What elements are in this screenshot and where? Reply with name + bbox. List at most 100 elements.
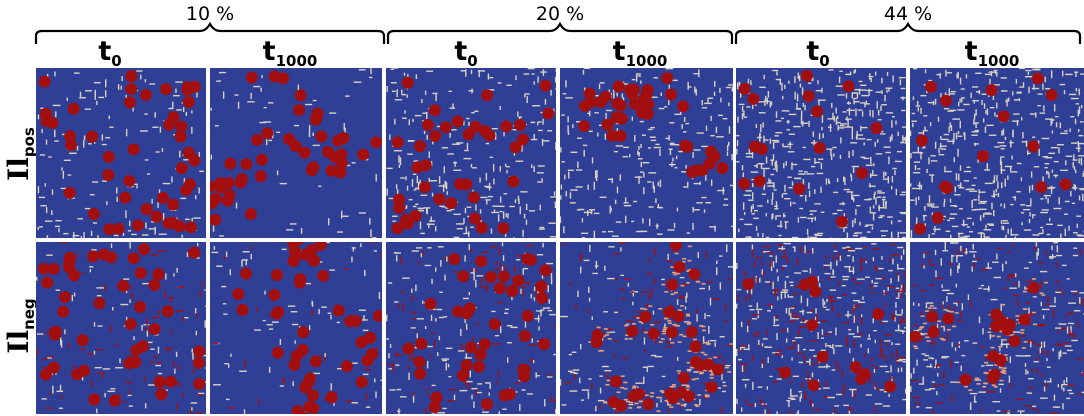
- particle-mark: [705, 381, 718, 394]
- particle-mark: [665, 326, 678, 339]
- row-label-il-neg: Ilneg: [2, 298, 38, 353]
- particle-mark: [401, 76, 414, 89]
- particle-mark: [747, 92, 760, 105]
- group-label-10: 10 %: [186, 3, 234, 25]
- particle-mark: [633, 388, 646, 401]
- particle-mark: [86, 130, 99, 143]
- particle-mark: [421, 119, 434, 132]
- panel-neg-0: [36, 242, 206, 414]
- particle-mark: [41, 276, 54, 289]
- particle-mark: [688, 268, 701, 281]
- particle-mark: [131, 219, 144, 232]
- particle-mark: [590, 336, 603, 349]
- particle-mark: [188, 246, 201, 259]
- particle-mark: [39, 107, 52, 120]
- particle-mark: [872, 307, 885, 320]
- particle-mark: [535, 280, 548, 293]
- particle-mark: [988, 368, 1001, 381]
- particle-mark: [102, 169, 115, 182]
- time-label-t0: t0: [98, 36, 121, 70]
- particle-mark: [337, 132, 350, 145]
- particle-mark: [210, 213, 222, 226]
- particle-mark: [462, 128, 475, 141]
- particle-mark: [738, 177, 751, 190]
- panel-neg-4: [736, 242, 906, 414]
- particle-mark: [355, 376, 368, 389]
- particle-mark: [465, 341, 478, 354]
- particle-mark: [306, 389, 319, 402]
- particle-mark: [88, 393, 101, 406]
- particle-mark: [926, 310, 939, 323]
- particle-mark: [282, 133, 295, 146]
- particle-mark: [414, 367, 427, 380]
- particle-mark: [870, 122, 883, 135]
- particle-mark: [639, 310, 652, 323]
- particle-mark: [340, 360, 353, 373]
- particle-mark: [493, 282, 506, 295]
- particle-mark: [309, 355, 322, 368]
- particle-mark: [261, 127, 274, 140]
- particle-mark: [1035, 181, 1048, 194]
- particle-mark: [38, 75, 51, 88]
- particle-mark: [614, 130, 627, 143]
- particle-mark: [415, 337, 428, 350]
- time-label-t1000: t1000: [263, 36, 318, 70]
- particle-mark: [210, 180, 216, 193]
- particle-mark: [290, 350, 303, 363]
- particle-mark: [372, 309, 382, 322]
- particle-mark: [481, 89, 494, 102]
- particle-mark: [485, 271, 498, 284]
- particle-mark: [127, 252, 140, 265]
- particle-mark: [779, 366, 792, 379]
- particle-mark: [497, 222, 510, 235]
- particle-mark: [925, 80, 938, 93]
- particle-mark: [910, 330, 922, 343]
- particle-mark: [232, 288, 245, 301]
- particle-mark: [672, 310, 685, 323]
- particle-mark: [268, 288, 281, 301]
- particle-mark: [1018, 313, 1031, 326]
- group-label-44: 44 %: [884, 3, 932, 25]
- panel-neg-5: [910, 242, 1084, 414]
- particle-mark: [64, 130, 77, 143]
- particle-mark: [835, 215, 848, 228]
- particle-mark: [916, 134, 929, 147]
- particle-mark: [985, 84, 998, 97]
- particle-mark: [87, 250, 100, 263]
- particle-mark: [610, 111, 623, 124]
- particle-mark: [995, 315, 1008, 328]
- particle-mark: [753, 175, 766, 188]
- particle-mark: [291, 405, 304, 414]
- particle-mark: [173, 220, 186, 233]
- time-label-t1000: t1000: [965, 36, 1020, 70]
- particle-mark: [103, 223, 116, 236]
- particle-mark: [234, 176, 247, 189]
- particle-mark: [806, 319, 819, 332]
- particle-mark: [108, 394, 121, 407]
- particle-mark: [308, 254, 321, 267]
- panel-pos-5: [910, 68, 1084, 238]
- particle-mark: [188, 80, 201, 93]
- particle-mark: [294, 273, 307, 286]
- particle-mark: [428, 104, 441, 117]
- particle-mark: [460, 359, 473, 372]
- particle-mark: [677, 372, 690, 385]
- particle-mark: [612, 80, 625, 93]
- particle-mark: [192, 356, 205, 369]
- particle-mark: [475, 221, 488, 234]
- particle-mark: [626, 325, 639, 338]
- particle-mark: [58, 291, 71, 304]
- panel-background: [210, 242, 382, 414]
- particle-mark: [539, 79, 552, 92]
- particle-mark: [150, 210, 163, 223]
- particle-mark: [311, 107, 324, 120]
- group-label-20: 20 %: [536, 3, 584, 25]
- panel-background: [36, 242, 206, 414]
- particle-mark: [140, 203, 153, 216]
- particle-mark: [119, 191, 132, 204]
- particle-mark: [148, 323, 161, 336]
- group-brace-10: [34, 21, 386, 44]
- particle-mark: [39, 368, 52, 381]
- particle-mark: [344, 315, 357, 328]
- particle-mark: [428, 400, 441, 413]
